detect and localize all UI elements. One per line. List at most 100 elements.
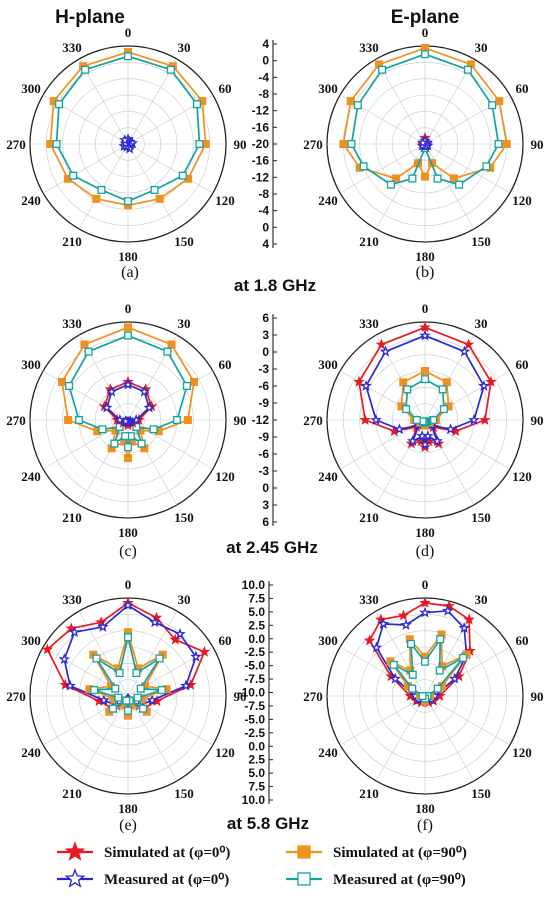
series-star-open (101, 378, 155, 428)
data-point (478, 380, 490, 391)
data-point (136, 684, 145, 693)
polar-grid-spoke (424, 143, 511, 194)
data-point (113, 413, 126, 425)
angle-label-0: 0 (422, 577, 429, 592)
data-point (155, 654, 164, 663)
scale-tick-label: 2.5 (248, 753, 265, 767)
data-point (420, 50, 430, 59)
polar-grid-spoke (424, 695, 475, 782)
data-point (114, 693, 123, 702)
polar-grid (29, 321, 227, 519)
polar-panel-d: 0 30 60 90 120 150 180 210 240 270 300 330 (303, 301, 543, 540)
legend-marker-meas-phi90 (286, 872, 322, 886)
angle-label-90: 90 (234, 137, 247, 152)
data-point (172, 415, 182, 425)
angle-label-150: 150 (174, 234, 194, 249)
data-point (359, 413, 371, 425)
data-point (139, 704, 148, 713)
angle-label-0: 0 (125, 577, 132, 592)
data-point (407, 435, 419, 447)
scale-tick-label: 0 (262, 220, 269, 234)
data-point (68, 626, 81, 638)
data-point (123, 443, 133, 452)
polar-grid-spoke (339, 695, 426, 746)
data-point (459, 653, 468, 662)
data-point (444, 423, 457, 435)
angle-label-180: 180 (118, 525, 138, 540)
scale-tick-label: 3 (262, 328, 269, 342)
angle-label-240: 240 (318, 469, 338, 484)
scale-tick-label: -6 (258, 379, 269, 393)
angle-label-240: 240 (318, 193, 338, 208)
data-point (412, 415, 421, 425)
data-point (146, 694, 158, 706)
scale-tick-label: -3 (258, 362, 269, 376)
scale-tick-label: -20 (252, 137, 270, 151)
square-outline-icon (297, 872, 311, 886)
scale-tick-label: 0.0 (248, 632, 265, 646)
radial-scale-s3: 10.07.55.02.50.0-2.5-5.0-7.5-10.0-7.5-5.… (238, 578, 273, 807)
data-point (64, 679, 76, 691)
angle-label-90: 90 (531, 137, 544, 152)
radial-scale-s1: 4 0 -4 -8 -12 -16 -20 -16 -12 -8 -4 0 4 (252, 37, 277, 251)
scale-tick-label: 3 (262, 498, 269, 512)
data-point (121, 432, 130, 441)
scale-tick-label: -12 (252, 104, 270, 118)
angle-label-180: 180 (415, 525, 435, 540)
angle-label-330: 330 (62, 592, 82, 607)
angle-label-30: 30 (475, 592, 488, 607)
data-point (130, 413, 143, 425)
radial-scale-s2: 6 3 0 -3 -6 -9 -12 -9 -6 -3 0 3 6 (252, 311, 277, 529)
data-point (157, 686, 166, 695)
data-point (419, 596, 431, 608)
scale-tick-label: 0 (262, 54, 269, 68)
header-e-plane: E-plane (391, 7, 460, 28)
data-point (386, 180, 395, 189)
frequency-label-1: at 1.8 GHz (234, 276, 316, 295)
series-square-open (389, 635, 468, 703)
scale-tick-label: -9 (258, 396, 269, 410)
data-point (95, 616, 107, 628)
data-point (363, 634, 376, 646)
data-point (111, 684, 120, 693)
series-square-open (52, 52, 204, 206)
angle-label-180: 180 (415, 249, 435, 264)
data-point (419, 606, 431, 618)
angle-label-150: 150 (471, 786, 491, 801)
angle-label-30: 30 (178, 40, 191, 55)
scale-tick-label: -2.5 (244, 645, 265, 659)
polar-grid-spoke (375, 419, 426, 506)
scale-tick-label: -7.5 (244, 699, 265, 713)
polar-grid-spoke (127, 419, 178, 506)
angle-label-90: 90 (531, 413, 544, 428)
legend-marker-sim-phi90 (286, 845, 322, 859)
polar-grid-spoke (375, 143, 426, 230)
data-point (133, 693, 142, 702)
scale-tick-label: -16 (252, 120, 270, 134)
data-point (65, 381, 74, 390)
data-point (402, 405, 411, 414)
data-point (377, 617, 390, 629)
data-point (180, 679, 192, 691)
data-point (360, 380, 372, 391)
square-icon (297, 845, 311, 859)
data-point (417, 136, 429, 148)
data-point (420, 172, 430, 181)
data-point (408, 174, 417, 183)
panel-caption-f: (f) (417, 817, 433, 834)
data-point (174, 628, 186, 640)
angle-label-210: 210 (62, 786, 82, 801)
polar-grid-spoke (42, 143, 129, 194)
scale-tick-label: -5.0 (244, 659, 265, 673)
angle-label-180: 180 (118, 249, 138, 264)
data-point (420, 366, 430, 376)
data-point (494, 139, 503, 149)
data-point (435, 666, 444, 675)
polar-panels: 0306090120150180210240270300330030609012… (6, 25, 543, 816)
data-point (110, 439, 119, 448)
scale-tick-label: 2.5 (248, 618, 265, 632)
data-point (403, 385, 412, 394)
angle-label-60: 60 (516, 357, 529, 372)
angle-label-270: 270 (6, 137, 26, 152)
data-point (115, 668, 124, 677)
